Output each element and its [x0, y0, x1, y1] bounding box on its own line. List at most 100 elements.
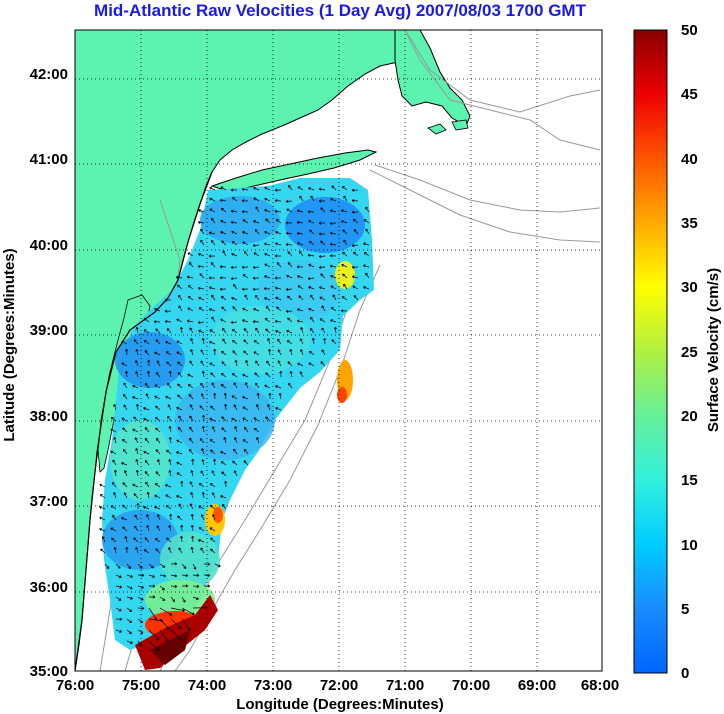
- velocity-arrow: [197, 220, 205, 224]
- velocity-arrow: [199, 273, 205, 279]
- velocity-arrow: [190, 338, 194, 345]
- velocity-arrow: [318, 232, 326, 236]
- velocity-arrow: [307, 210, 315, 214]
- velocity-arrow: [329, 221, 337, 225]
- velocity-arrow: [230, 188, 238, 192]
- velocity-arrow: [111, 481, 117, 488]
- velocity-arrow: [135, 348, 139, 356]
- velocity-arrow: [363, 286, 370, 290]
- velocity-arrow: [287, 295, 293, 301]
- velocity-arrow: [209, 186, 216, 191]
- velocity-arrow: [159, 596, 166, 601]
- velocity-arrow: [176, 351, 183, 356]
- velocity-arrow: [266, 305, 271, 312]
- velocity-arrow: [148, 629, 160, 641]
- velocity-arrow: [221, 361, 227, 367]
- velocity-arrow: [311, 337, 315, 345]
- velocity-arrow: [143, 417, 150, 422]
- velocity-arrow: [110, 428, 117, 433]
- velocity-arrow: [330, 197, 337, 202]
- velocity-arrow: [100, 548, 106, 554]
- velocity-arrow: [186, 275, 194, 279]
- velocity-arrow: [253, 307, 260, 312]
- velocity-arrow: [241, 287, 249, 291]
- velocity-arrow: [99, 528, 106, 532]
- velocity-arrow: [242, 274, 249, 279]
- velocity-arrow: [189, 415, 194, 422]
- velocity-arrow: [331, 339, 337, 345]
- velocity-arrow: [168, 436, 172, 444]
- velocity-arrow: [233, 448, 238, 455]
- velocity-arrow: [255, 360, 260, 367]
- velocity-arrow: [353, 251, 359, 257]
- velocity-arrow: [267, 348, 272, 356]
- velocity-arrow: [274, 276, 282, 280]
- velocity-arrow: [187, 373, 194, 378]
- velocity-arrow: [143, 340, 150, 345]
- velocity-arrow: [137, 563, 143, 569]
- velocity-arrow: [201, 425, 205, 433]
- velocity-arrow: [165, 395, 172, 400]
- velocity-arrow: [351, 210, 359, 214]
- velocity-arrow: [255, 327, 260, 334]
- velocity-arrow: [233, 382, 238, 389]
- velocity-arrow: [176, 439, 183, 444]
- velocity-arrow: [234, 426, 238, 433]
- velocity-arrow: [333, 326, 338, 334]
- velocity-arrow: [287, 317, 293, 323]
- velocity-arrow: [274, 242, 282, 246]
- velocity-arrow: [318, 254, 326, 259]
- velocity-arrow: [159, 574, 167, 578]
- velocity-arrow: [223, 436, 227, 444]
- velocity-arrow: [115, 629, 122, 633]
- velocity-arrow: [243, 460, 249, 466]
- velocity-arrow: [208, 254, 216, 258]
- velocity-arrow: [220, 231, 227, 235]
- colorbar-tick: 50: [681, 22, 698, 39]
- velocity-arrow: [192, 573, 200, 577]
- velocity-arrow: [309, 327, 315, 334]
- velocity-arrow: [211, 426, 216, 433]
- velocity-arrow: [231, 252, 238, 257]
- velocity-arrow: [154, 416, 161, 422]
- velocity-arrow: [241, 210, 249, 214]
- velocity-arrow: [190, 349, 194, 356]
- velocity-arrow: [233, 404, 238, 411]
- velocity-arrow: [242, 373, 249, 378]
- velocity-arrow: [331, 185, 337, 191]
- velocity-arrow: [309, 229, 315, 235]
- velocity-arrow: [233, 470, 238, 477]
- velocity-arrow: [190, 492, 194, 499]
- velocity-arrow: [278, 392, 282, 400]
- velocity-arrow: [99, 494, 106, 499]
- x-axis-label: Longitude (Degrees:Minutes): [236, 696, 444, 713]
- velocity-arrow: [124, 470, 128, 477]
- velocity-arrow: [143, 407, 150, 411]
- velocity-arrow: [157, 514, 161, 521]
- velocity-arrow: [342, 251, 348, 257]
- velocity-arrow: [126, 563, 132, 570]
- velocity-arrow: [243, 426, 249, 433]
- velocity-arrow: [208, 286, 216, 290]
- velocity-arrow: [231, 373, 238, 378]
- velocity-arrow: [342, 273, 348, 279]
- velocity-arrow: [224, 403, 228, 411]
- velocity-arrow: [242, 307, 249, 312]
- velocity-arrow: [352, 285, 359, 290]
- velocity-arrow: [192, 563, 197, 570]
- velocity-arrow: [329, 209, 337, 213]
- velocity-arrow: [177, 426, 183, 433]
- velocity-arrow: [220, 461, 227, 466]
- velocity-arrow: [156, 360, 161, 367]
- velocity-arrow: [210, 537, 216, 543]
- velocity-arrow: [286, 208, 293, 213]
- velocity-arrow: [123, 404, 128, 411]
- velocity-arrow: [318, 187, 326, 191]
- velocity-arrow: [231, 230, 238, 235]
- velocity-arrow: [234, 359, 238, 367]
- velocity-arrow: [252, 265, 260, 270]
- velocity-arrow: [181, 573, 189, 577]
- velocity-arrow: [252, 287, 260, 291]
- velocity-arrow: [200, 360, 205, 367]
- velocity-arrow: [330, 307, 337, 312]
